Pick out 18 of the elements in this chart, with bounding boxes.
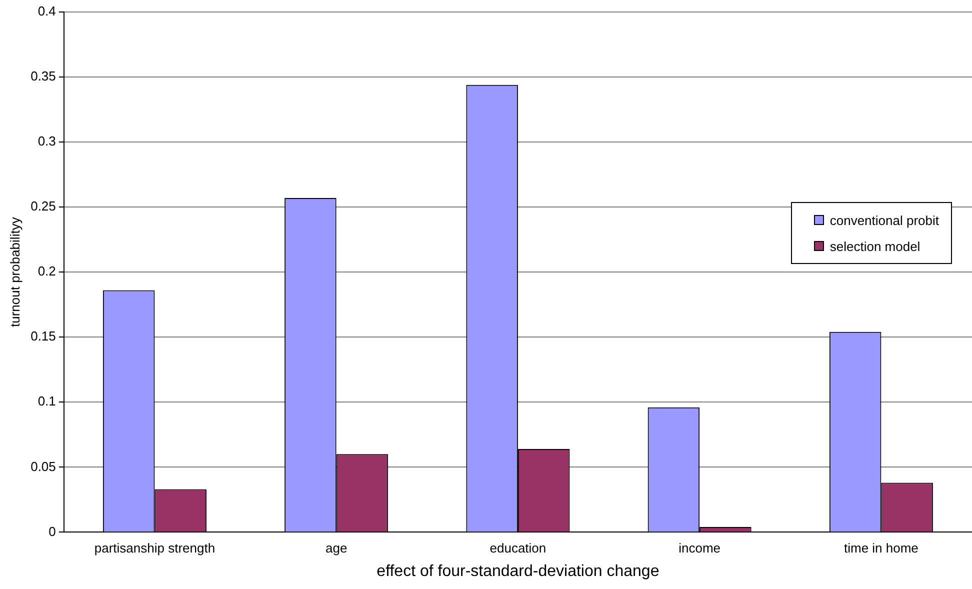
y-tick-label: 0.25 — [30, 198, 56, 214]
x-tick-label: education — [490, 540, 546, 556]
y-axis-title: turnout probabilityy — [7, 216, 22, 328]
x-axis-title: effect of four-standard-deviation change — [376, 562, 660, 580]
x-tick-label: income — [678, 540, 721, 556]
y-tick-label: 0.05 — [30, 458, 56, 474]
x-tick-label: age — [325, 540, 348, 556]
y-tick-label: 0.35 — [30, 68, 56, 84]
y-tick-label: 0.4 — [38, 4, 56, 19]
x-tick-label: partisanship strength — [94, 540, 216, 556]
legend-label: conventional probit — [830, 212, 939, 228]
x-tick-label: time in home — [844, 540, 918, 556]
y-tick-label: 0.3 — [38, 134, 56, 149]
legend-label: selection model — [830, 238, 920, 254]
y-tick-label: 0.1 — [38, 394, 56, 409]
y-tick-label: 0.15 — [30, 328, 56, 344]
y-tick-label: 0 — [48, 524, 56, 539]
y-tick-label: 0.2 — [38, 264, 56, 279]
